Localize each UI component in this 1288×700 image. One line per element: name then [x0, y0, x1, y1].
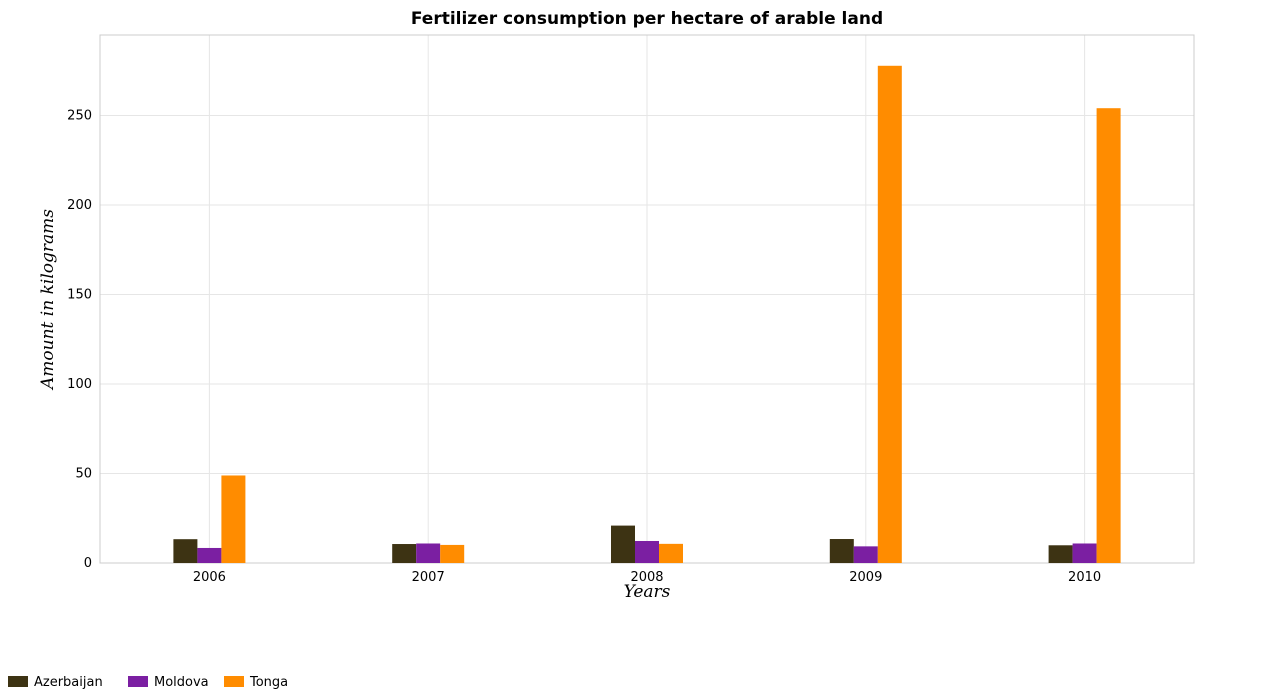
x-tick-label: 2008 [630, 570, 663, 585]
y-tick-label: 0 [84, 556, 92, 571]
bar-moldova-2010 [1072, 543, 1097, 563]
x-tick-label: 2006 [193, 570, 226, 585]
y-tick-label: 50 [75, 467, 92, 482]
y-tick-label: 150 [67, 288, 92, 303]
x-axis-label: Years [624, 582, 671, 602]
y-tick-label: 100 [67, 377, 92, 392]
bar-tonga-2007 [440, 544, 465, 563]
bar-azerbaijan-2010 [1048, 545, 1073, 563]
x-tick-labels: 2006 2007 2008 2009 2010 [193, 570, 1101, 585]
x-tick-label: 2007 [412, 570, 445, 585]
x-tick-label: 2009 [849, 570, 882, 585]
legend-label: Tonga [249, 675, 288, 690]
bar-tonga-2008 [659, 543, 683, 563]
bar-azerbaijan-2009 [829, 539, 854, 563]
bar-tonga-2010 [1096, 108, 1121, 563]
legend-label: Moldova [154, 675, 209, 690]
legend-swatch [224, 676, 244, 687]
bar-moldova-2009 [853, 546, 878, 563]
bar-azerbaijan-2008 [611, 525, 635, 563]
grid [100, 35, 1194, 564]
x-tick-label: 2010 [1068, 570, 1101, 585]
legend-swatch [128, 676, 148, 687]
bar-moldova-2006 [197, 547, 222, 563]
bar-moldova-2007 [416, 543, 441, 563]
legend: Azerbaijan Moldova Tonga [8, 675, 288, 690]
bar-moldova-2008 [635, 540, 659, 563]
y-tick-labels: 0 50 100 150 200 250 [67, 109, 92, 571]
legend-swatch [8, 676, 28, 687]
bars [173, 65, 1121, 563]
bar-azerbaijan-2006 [173, 539, 198, 563]
bar-tonga-2006 [221, 475, 246, 563]
y-tick-label: 250 [67, 109, 92, 124]
bar-tonga-2009 [877, 65, 902, 563]
chart-title: Fertilizer consumption per hectare of ar… [411, 9, 883, 29]
y-tick-label: 200 [67, 198, 92, 213]
bar-azerbaijan-2007 [392, 544, 417, 563]
legend-label: Azerbaijan [34, 675, 103, 690]
y-axis-label: Amount in kilograms [38, 209, 58, 391]
